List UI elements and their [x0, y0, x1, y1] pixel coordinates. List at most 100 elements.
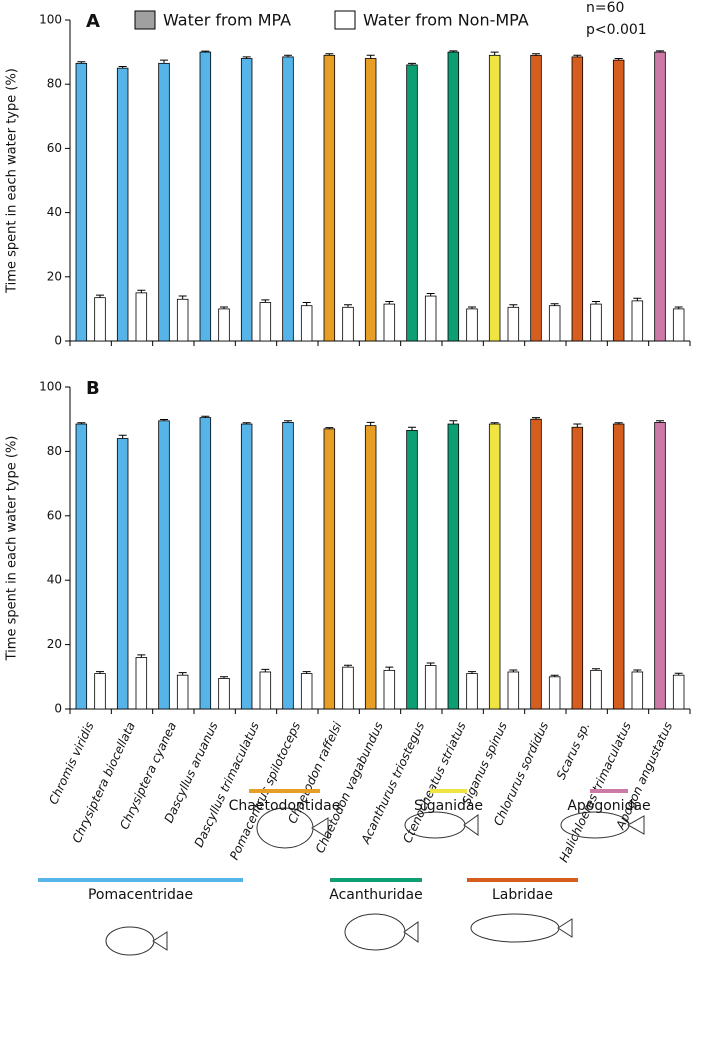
bar — [612, 59, 625, 342]
bar — [75, 423, 88, 710]
bar — [135, 292, 148, 342]
bar — [654, 51, 666, 342]
error-bar — [261, 668, 270, 672]
x-tick-label: Scarus sp. — [554, 720, 593, 782]
y-tick-label: 80 — [47, 77, 62, 91]
error-bar — [532, 417, 540, 420]
legend-swatch — [134, 10, 156, 30]
bar — [406, 64, 418, 342]
error-bar — [344, 304, 352, 308]
bar — [672, 674, 685, 710]
error-bar — [137, 654, 146, 658]
bar — [342, 306, 354, 342]
y-tick-label: 0 — [54, 334, 62, 348]
bar — [424, 295, 437, 342]
y-tick-label: 40 — [47, 573, 62, 587]
bar — [135, 657, 148, 710]
y-tick-label: 40 — [47, 205, 62, 219]
y-axis-label: Time spent in each water type (%) — [5, 68, 20, 294]
error-bar — [366, 421, 375, 426]
error-bar — [490, 422, 499, 425]
bar — [447, 423, 460, 710]
bar — [530, 54, 542, 342]
bar — [654, 422, 666, 710]
bar — [218, 678, 230, 710]
family-label: Apogonidae — [567, 798, 650, 814]
bar — [406, 430, 418, 710]
error-bar — [366, 54, 375, 59]
fish-icon — [105, 926, 168, 956]
y-tick-label: 20 — [47, 269, 62, 283]
bar — [548, 676, 561, 710]
error-bar — [160, 419, 168, 421]
error-bar — [220, 676, 228, 679]
bar — [383, 303, 396, 342]
family-label: Chaetodontidae — [229, 798, 341, 814]
error-bar — [656, 50, 664, 53]
error-bar — [344, 664, 352, 668]
error-bar — [408, 62, 416, 65]
error-bar — [490, 51, 499, 56]
error-bar — [592, 301, 600, 305]
error-bar — [178, 672, 187, 676]
bar — [672, 308, 685, 342]
error-bar — [614, 58, 623, 61]
error-bar — [532, 53, 540, 56]
error-bar — [385, 301, 394, 305]
bar — [342, 666, 354, 710]
error-bar — [550, 674, 559, 677]
x-tick-label: Siganus spinus — [459, 720, 510, 807]
bar — [259, 671, 272, 710]
bar — [218, 308, 230, 342]
bar — [466, 673, 478, 710]
error-bar — [426, 292, 435, 297]
y-tick-label: 80 — [47, 444, 62, 458]
error-bar — [77, 422, 86, 425]
error-bar — [242, 56, 251, 59]
error-bar — [550, 303, 559, 306]
bar — [364, 58, 377, 342]
bar — [323, 428, 336, 710]
bar — [548, 305, 561, 342]
error-bar — [426, 662, 435, 666]
bar — [176, 674, 189, 710]
bar — [158, 62, 170, 342]
error-bar — [96, 671, 104, 674]
bar — [116, 438, 129, 710]
y-tick-label: 0 — [54, 702, 62, 716]
bar — [300, 673, 313, 710]
error-bar — [261, 299, 270, 303]
annotation: p<0.001 — [586, 22, 647, 38]
bar — [240, 423, 253, 710]
error-bar — [96, 294, 104, 298]
error-bar — [633, 669, 642, 672]
error-bar — [242, 422, 251, 425]
bar — [612, 423, 625, 710]
error-bar — [325, 427, 334, 429]
bar — [507, 671, 520, 710]
bar — [631, 671, 644, 710]
error-bar — [573, 54, 582, 57]
legend-swatch — [334, 10, 356, 30]
fish-icon — [560, 811, 645, 839]
family-label: Acanthuridae — [329, 887, 422, 903]
bar — [530, 418, 542, 710]
family-label: Labridae — [492, 887, 553, 903]
fish-icon — [344, 913, 419, 951]
panel-label: B — [86, 378, 100, 399]
panel-label: A — [86, 11, 100, 32]
y-tick-label: 20 — [47, 637, 62, 651]
error-bar — [284, 420, 292, 423]
bar — [507, 306, 520, 342]
bar — [488, 423, 501, 710]
fish-icon — [256, 807, 329, 849]
family-label: Pomacentridae — [88, 887, 193, 903]
error-bar — [449, 420, 458, 425]
error-bar — [325, 53, 334, 56]
bar — [199, 417, 212, 710]
bar — [282, 56, 294, 342]
error-bar — [468, 306, 476, 309]
error-bar — [656, 420, 664, 423]
error-bar — [509, 304, 518, 308]
